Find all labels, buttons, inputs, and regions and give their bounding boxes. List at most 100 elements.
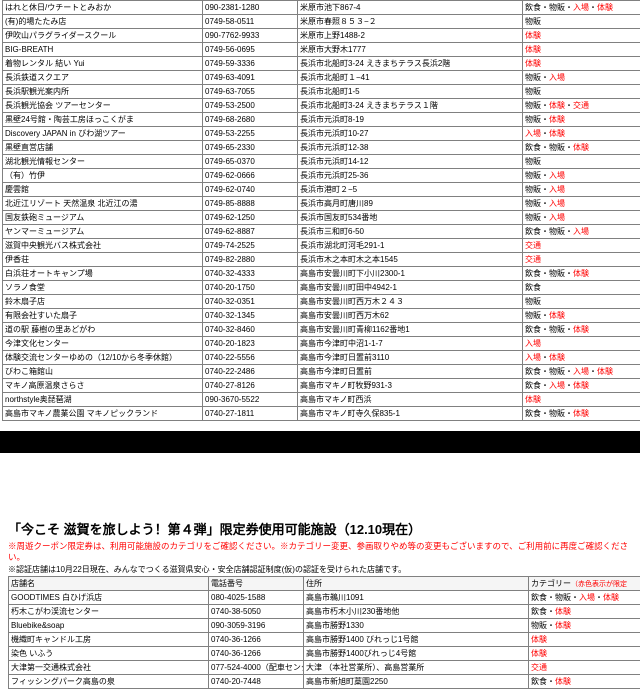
table-header-row: 店舗名 電話番号 住所 カテゴリー（赤色表示が限定 (9, 577, 640, 591)
cell-addr: 長浜市三和町6-50 (298, 225, 523, 239)
table-row: （有）竹伊0749-62-0666長浜市元浜町25-36物販・入場 (3, 169, 640, 183)
cell-category: 物販・体験・交通 (523, 99, 640, 113)
cell-phone: 0749-62-0666 (203, 169, 298, 183)
cell-addr: 高島市今津町日置前3110 (298, 351, 523, 365)
header-addr: 住所 (304, 577, 529, 591)
cell-addr: 高島市マキノ町寺久保835-1 (298, 407, 523, 421)
cell-category: 物販 (523, 85, 640, 99)
note-sub: ※認証店舗は10月22日現在、みんなでつくる滋賀県安心・安全店舗認証制度(仮)の… (8, 564, 632, 575)
cell-category: 飲食 (523, 281, 640, 295)
table-row: Discovery JAPAN in びわ湖ツアー0749-53-2255長浜市… (3, 127, 640, 141)
cell-category: 物販・入場 (523, 183, 640, 197)
table-row: 高島市マキノ農業公園 マキノピックランド0740-27-1811高島市マキノ町寺… (3, 407, 640, 421)
cell-addr: 長浜市元浜町12-38 (298, 141, 523, 155)
cell-addr: 高島市新旭町藁園2250 (304, 675, 529, 689)
table-row: 有限会社すいた扇子0740-32-1345高島市安曇川町西万木62物販・体験 (3, 309, 640, 323)
cell-addr: 高島市今津町中沼1-1-7 (298, 337, 523, 351)
cell-category: 物販・入場 (523, 197, 640, 211)
note-red: ※周遊クーポン限定券は、利用可能施設のカテゴリをご確認ください。※カテゴリー変更… (8, 541, 632, 563)
cell-name: 長浜鉄道スクエア (3, 71, 203, 85)
cell-addr: 長浜市元浜町10-27 (298, 127, 523, 141)
cell-addr: 長浜市北船町3-24 えきまちテラス１階 (298, 99, 523, 113)
cell-addr: 高島市朽木小川230番地他 (304, 605, 529, 619)
header-name: 店舗名 (9, 577, 209, 591)
cell-phone: 090-2381-1280 (203, 1, 298, 15)
cell-category: 飲食・物販・体験 (523, 407, 640, 421)
cell-category: 交通 (529, 661, 640, 675)
listing-table-1: はれと休日/ウチートとみおか090-2381-1280米原市池下867-4飲食・… (2, 0, 640, 421)
table-row: 黒壁24号館・陶芸工房ほっこくがま0749-68-2680長浜市元浜町8-19物… (3, 113, 640, 127)
cell-phone: 0740-38-5050 (209, 605, 304, 619)
table-row: フィッシングパーク高島の泉0740-20-7448高島市新旭町藁園2250飲食・… (9, 675, 640, 689)
cell-addr: 高島市鵜川1091 (304, 591, 529, 605)
table-row: 慶雲館0749-62-0740長浜市港町２−5物販・入場 (3, 183, 640, 197)
cell-category: 飲食・物販・入場 (523, 225, 640, 239)
cell-name: フィッシングパーク高島の泉 (9, 675, 209, 689)
cell-phone: 0749-62-1250 (203, 211, 298, 225)
table-row: 湖北観光情報センター0749-65-0370長浜市元浜町14-12物販 (3, 155, 640, 169)
cell-category: 飲食・物販・入場・体験 (523, 365, 640, 379)
cell-addr: 長浜市北船町1-5 (298, 85, 523, 99)
table-row: マキノ高原温泉さらさ0740-27-8126高島市マキノ町牧野931-3飲食・入… (3, 379, 640, 393)
cell-category: 交通 (523, 239, 640, 253)
cell-name: 湖北観光情報センター (3, 155, 203, 169)
table-row: 今津文化センター0740-20-1823高島市今津町中沼1-1-7入場 (3, 337, 640, 351)
cell-category: 飲食・物販・体験 (523, 323, 640, 337)
section2: 「今こそ 滋賀を旅しよう！第４弾」限定券使用可能施設（12.10現在） ※周遊ク… (0, 513, 640, 689)
table-row: ヤンマーミュージアム0749-62-8887長浜市三和町6-50飲食・物販・入場 (3, 225, 640, 239)
cell-category: 物販・体験 (523, 113, 640, 127)
table-row: ソラノ食堂0740-20-1750高島市安曇川町田中4942-1飲食 (3, 281, 640, 295)
spacer (0, 453, 640, 513)
cell-phone: 0749-53-2500 (203, 99, 298, 113)
cell-phone: 0749-65-2330 (203, 141, 298, 155)
cell-name: 慶雲館 (3, 183, 203, 197)
cell-name: 体験交流センターゆめの（12/10から冬季休館） (3, 351, 203, 365)
cell-name: 長浜駅観光案内所 (3, 85, 203, 99)
cell-category: 入場 (523, 337, 640, 351)
cell-phone: 0740-36-1266 (209, 647, 304, 661)
cell-addr: 長浜市北船町3-24 えきまちテラス長浜2階 (298, 57, 523, 71)
cell-name: 黒壁直営店舗 (3, 141, 203, 155)
cell-name: GOODTIMES 白ひげ浜店 (9, 591, 209, 605)
table-row: 滋賀中央観光バス株式会社0749-74-2525長浜市湖北町河毛291-1交通 (3, 239, 640, 253)
cell-category: 体験 (523, 43, 640, 57)
cell-category: 物販・体験 (523, 309, 640, 323)
cell-category: 物販・入場 (523, 71, 640, 85)
cell-category: 入場・体験 (523, 351, 640, 365)
cell-name: 国友鉄砲ミュージアム (3, 211, 203, 225)
cell-name: Bluebike&soap (9, 619, 209, 633)
table-row: Bluebike&soap090-3059-3196高島市勝野1330物販・体験 (9, 619, 640, 633)
table-row: 染色 いふう0740-36-1266高島市勝野1400びれっじ4号館体験 (9, 647, 640, 661)
cell-category: 体験 (529, 647, 640, 661)
cell-addr: 高島市勝野1330 (304, 619, 529, 633)
cell-addr: 高島市今津町日置前 (298, 365, 523, 379)
cell-phone: 0749-63-4091 (203, 71, 298, 85)
cell-name: 大津第一交通株式会社 (9, 661, 209, 675)
cell-category: 交通 (523, 253, 640, 267)
table1-container: はれと休日/ウチートとみおか090-2381-1280米原市池下867-4飲食・… (0, 0, 640, 421)
cell-category: 物販 (523, 155, 640, 169)
cell-category: 飲食・体験 (529, 675, 640, 689)
cell-category: 飲食・入場・体験 (523, 379, 640, 393)
cell-phone: 0749-62-8887 (203, 225, 298, 239)
table-row: 道の駅 藤樹の里あどがわ0740-32-8460高島市安曇川町青柳1162番地1… (3, 323, 640, 337)
cell-category: 飲食・物販・体験 (523, 141, 640, 155)
header-phone: 電話番号 (209, 577, 304, 591)
cell-name: 今津文化センター (3, 337, 203, 351)
cell-phone: 0740-32-1345 (203, 309, 298, 323)
cell-addr: 米原市大野木1777 (298, 43, 523, 57)
cell-name: 伊吹山パラグライダースクール (3, 29, 203, 43)
cell-name: ヤンマーミュージアム (3, 225, 203, 239)
table-row: びわこ箱館山0740-22-2486高島市今津町日置前飲食・物販・入場・体験 (3, 365, 640, 379)
cell-phone: 0740-22-5556 (203, 351, 298, 365)
cell-category: 体験 (523, 29, 640, 43)
cell-name: （有）竹伊 (3, 169, 203, 183)
cell-phone: 0749-58-0511 (203, 15, 298, 29)
cell-phone: 0740-32-8460 (203, 323, 298, 337)
table-row: 鈴木扇子店0740-32-0351高島市安曇川町西万木２４３物販 (3, 295, 640, 309)
cell-name: はれと休日/ウチートとみおか (3, 1, 203, 15)
cell-name: 北近江リゾート 天然温泉 北近江の湯 (3, 197, 203, 211)
cell-name: ソラノ食堂 (3, 281, 203, 295)
cell-addr: 高島市安曇川町青柳1162番地1 (298, 323, 523, 337)
table-row: 伊吹山パラグライダースクール090-7762-9933米原市上野1488-2体験 (3, 29, 640, 43)
